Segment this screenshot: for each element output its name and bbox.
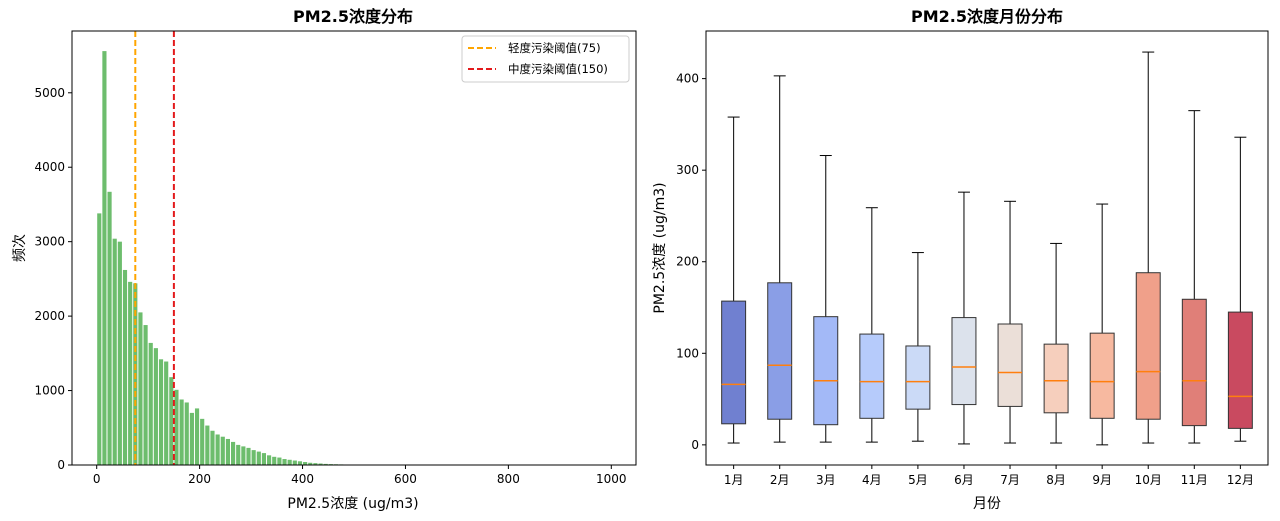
histogram-bars bbox=[97, 51, 358, 465]
y-tick-label: 200 bbox=[676, 255, 699, 269]
histogram-bar bbox=[246, 448, 250, 465]
histogram-bar bbox=[195, 408, 199, 465]
histogram-bar bbox=[174, 390, 178, 465]
x-tick-label: 6月 bbox=[954, 473, 974, 487]
box-iqr bbox=[1090, 333, 1114, 418]
histogram-bar bbox=[113, 239, 117, 465]
boxplot-y-ticks: 0 100 200 300 400 bbox=[676, 72, 706, 452]
box-iqr bbox=[1228, 312, 1252, 428]
histogram-bar bbox=[221, 437, 225, 465]
histogram-x-ticks: 0 200 400 600 800 1000 bbox=[93, 465, 627, 486]
x-tick-label: 11月 bbox=[1181, 473, 1208, 487]
histogram-bar bbox=[169, 377, 173, 465]
histogram-bar bbox=[298, 461, 302, 465]
histogram-bar bbox=[210, 431, 214, 465]
y-tick-label: 100 bbox=[676, 346, 699, 360]
boxplot-y-label: PM2.5浓度 (ug/m3) bbox=[652, 182, 668, 313]
histogram-bar bbox=[154, 348, 158, 465]
x-tick-label: 2月 bbox=[770, 473, 790, 487]
box-iqr bbox=[860, 334, 884, 418]
box-iqr bbox=[1136, 273, 1160, 420]
box-iqr bbox=[998, 324, 1022, 406]
histogram-bar bbox=[226, 439, 230, 465]
histogram-bar bbox=[252, 450, 256, 465]
y-tick-label: 0 bbox=[691, 438, 699, 452]
x-tick-label: 400 bbox=[291, 472, 314, 486]
box-iqr bbox=[1182, 299, 1206, 425]
x-tick-label: 1月 bbox=[724, 473, 744, 487]
y-tick-label: 2000 bbox=[34, 309, 65, 323]
histogram-bar bbox=[138, 312, 142, 465]
histogram-title: PM2.5浓度分布 bbox=[293, 7, 413, 26]
x-tick-label: 10月 bbox=[1135, 473, 1162, 487]
boxplot-x-label: 月份 bbox=[973, 496, 1001, 512]
histogram-bar bbox=[216, 434, 220, 465]
histogram-legend: 轻度污染阈值(75) 中度污染阈值(150) bbox=[462, 36, 629, 82]
histogram-bar bbox=[97, 213, 101, 465]
histogram-bar bbox=[123, 270, 127, 465]
box-iqr bbox=[768, 283, 792, 419]
histogram-bar bbox=[231, 442, 235, 465]
histogram-bar bbox=[288, 460, 292, 465]
histogram-bar bbox=[241, 446, 245, 465]
histogram-bar bbox=[144, 325, 148, 465]
histogram-bar bbox=[180, 399, 184, 465]
histogram-bar bbox=[277, 458, 281, 465]
box-iqr bbox=[814, 317, 838, 425]
histogram-bar bbox=[102, 51, 106, 465]
box-iqr bbox=[906, 346, 930, 409]
x-tick-label: 4月 bbox=[862, 473, 882, 487]
box-iqr bbox=[1044, 344, 1068, 413]
x-tick-label: 200 bbox=[188, 472, 211, 486]
x-tick-label: 12月 bbox=[1227, 473, 1254, 487]
histogram-bar bbox=[118, 242, 122, 465]
x-tick-label: 8月 bbox=[1046, 473, 1066, 487]
boxplot-title: PM2.5浓度月份分布 bbox=[911, 7, 1063, 26]
x-tick-label: 3月 bbox=[816, 473, 836, 487]
histogram-bar bbox=[185, 402, 189, 465]
legend-label-mild: 轻度污染阈值(75) bbox=[508, 41, 601, 55]
histogram-bar bbox=[282, 459, 286, 465]
y-tick-label: 1000 bbox=[34, 384, 65, 398]
histogram-bar bbox=[200, 419, 204, 465]
y-tick-label: 5000 bbox=[34, 86, 65, 100]
histogram-bar bbox=[164, 362, 168, 465]
histogram-bar bbox=[236, 445, 240, 465]
boxplot-boxes bbox=[722, 52, 1253, 445]
y-tick-label: 0 bbox=[57, 458, 65, 472]
histogram-chart: PM2.5浓度分布 0 200 400 600 800 1000 0 1000 2000 300… bbox=[12, 7, 636, 512]
x-tick-label: 9月 bbox=[1092, 473, 1112, 487]
y-tick-label: 4000 bbox=[34, 160, 65, 174]
histogram-bar bbox=[262, 453, 266, 465]
histogram-y-label: 频次 bbox=[12, 234, 28, 262]
histogram-bar bbox=[149, 343, 153, 465]
histogram-bar bbox=[190, 413, 194, 465]
y-tick-label: 400 bbox=[676, 72, 699, 86]
x-tick-label: 5月 bbox=[908, 473, 928, 487]
boxplot-x-ticks: 1月 2月 3月 4月 5月 6月 7月 8月 9月 10月 11月 12月 bbox=[724, 465, 1254, 487]
histogram-bar bbox=[107, 192, 111, 465]
y-tick-label: 3000 bbox=[34, 235, 65, 249]
box-iqr bbox=[722, 301, 746, 424]
histogram-bar bbox=[257, 452, 261, 465]
histogram-bar bbox=[293, 461, 297, 465]
histogram-bar bbox=[159, 359, 163, 465]
x-tick-label: 600 bbox=[394, 472, 417, 486]
histogram-bar bbox=[205, 426, 209, 465]
histogram-bar bbox=[128, 282, 132, 465]
x-tick-label: 1000 bbox=[596, 472, 627, 486]
box-iqr bbox=[952, 318, 976, 405]
histogram-bar bbox=[272, 457, 276, 465]
histogram-bar bbox=[267, 455, 271, 465]
legend-label-moderate: 中度污染阈值(150) bbox=[508, 62, 608, 76]
histogram-y-ticks: 0 1000 2000 3000 4000 5000 bbox=[34, 86, 72, 472]
x-tick-label: 7月 bbox=[1000, 473, 1020, 487]
histogram-x-label: PM2.5浓度 (ug/m3) bbox=[287, 496, 418, 512]
y-tick-label: 300 bbox=[676, 163, 699, 177]
x-tick-label: 800 bbox=[497, 472, 520, 486]
x-tick-label: 0 bbox=[93, 472, 101, 486]
